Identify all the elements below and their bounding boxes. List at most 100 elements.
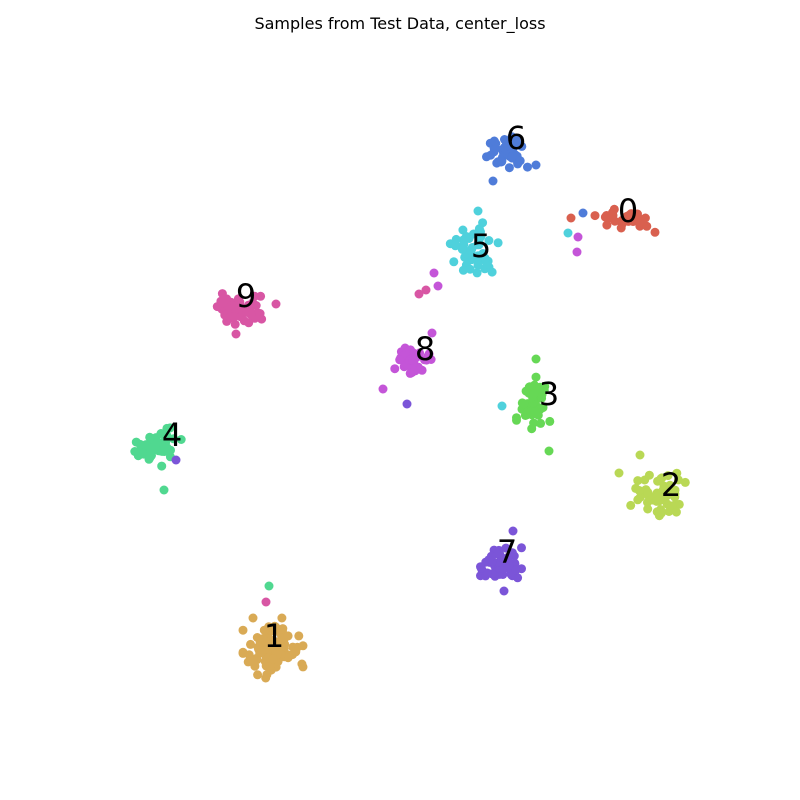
data-point-1	[259, 625, 269, 635]
data-point-5	[457, 244, 467, 254]
data-point-8	[402, 399, 412, 409]
data-point-4	[156, 429, 166, 438]
data-point-2	[640, 475, 650, 485]
data-point-9	[230, 319, 240, 329]
data-point-2	[643, 487, 653, 497]
data-point-0	[590, 211, 600, 221]
data-point-2	[614, 468, 624, 478]
data-point-0	[642, 221, 652, 231]
data-point-4	[160, 447, 169, 456]
data-point-7	[501, 543, 511, 553]
data-point-6	[508, 151, 517, 161]
points-layer	[130, 132, 690, 683]
data-point-3	[529, 418, 539, 428]
data-point-6	[500, 135, 509, 144]
cluster-labels-layer: 0 1 2 3 4 5 6 7 8 9	[162, 119, 681, 655]
data-point-8	[378, 384, 388, 394]
data-point-9	[271, 299, 281, 309]
data-point-4	[161, 434, 171, 444]
data-point-3	[531, 354, 541, 364]
data-point-9	[231, 329, 241, 339]
data-point-7	[511, 565, 521, 575]
data-point-2	[633, 476, 643, 486]
data-point-2	[643, 504, 653, 514]
data-point-1	[261, 673, 271, 683]
data-point-8	[405, 368, 415, 378]
data-point-7	[499, 586, 509, 596]
data-point-6	[504, 163, 514, 173]
data-point-5	[476, 232, 486, 242]
data-point-7	[486, 551, 496, 561]
data-point-9	[244, 318, 254, 328]
data-point-1	[269, 625, 279, 635]
data-point-1	[283, 631, 293, 641]
data-point-8	[420, 355, 429, 365]
data-point-9	[229, 312, 239, 322]
data-point-3	[529, 389, 539, 399]
data-point-5	[458, 265, 468, 275]
data-point-4	[157, 461, 167, 471]
data-point-3	[545, 416, 555, 426]
data-point-2	[673, 475, 683, 485]
data-point-4	[144, 454, 154, 464]
cluster-label-4: 4	[162, 416, 182, 454]
data-point-9	[250, 291, 260, 301]
cluster-label-7: 7	[497, 533, 517, 571]
data-point-3	[531, 372, 541, 382]
data-point-0	[650, 227, 660, 237]
data-point-3	[536, 418, 546, 428]
data-point-5	[473, 260, 483, 270]
data-point-2	[670, 489, 680, 499]
data-point-9	[251, 301, 261, 310]
data-point-5	[473, 206, 483, 216]
data-point-8	[395, 355, 405, 365]
data-point-5	[466, 245, 476, 255]
data-point-5	[465, 264, 475, 274]
chart-title: Samples from Test Data, center_loss	[254, 14, 545, 34]
data-point-2	[652, 496, 662, 506]
data-point-6	[531, 160, 541, 170]
data-point-0	[563, 228, 573, 238]
data-point-5	[474, 224, 484, 234]
data-point-2	[634, 486, 644, 495]
data-point-2	[635, 492, 645, 502]
data-point-4	[171, 455, 181, 465]
data-point-1	[244, 650, 254, 660]
data-point-0	[573, 232, 583, 242]
cluster-label-1: 1	[264, 617, 284, 655]
data-point-6	[491, 143, 501, 153]
data-point-5	[493, 238, 503, 248]
cluster-label-2: 2	[661, 466, 681, 504]
data-point-5	[421, 285, 431, 295]
data-point-2	[680, 477, 690, 487]
data-point-1	[274, 638, 284, 648]
data-point-0	[578, 208, 588, 218]
data-point-2	[662, 491, 672, 501]
cluster-label-3: 3	[539, 375, 559, 413]
data-point-4	[146, 443, 155, 453]
data-point-6	[523, 162, 532, 172]
data-point-7	[476, 563, 486, 573]
data-point-1	[248, 613, 258, 623]
data-point-2	[674, 499, 684, 509]
data-point-1	[294, 631, 304, 641]
data-point-4	[169, 434, 179, 444]
data-point-6	[488, 176, 498, 186]
data-point-8	[427, 328, 437, 338]
cluster-label-5: 5	[471, 227, 491, 265]
data-point-1	[277, 613, 287, 623]
data-point-0	[572, 247, 582, 257]
data-point-3	[530, 407, 540, 417]
data-point-6	[482, 152, 491, 162]
data-point-2	[665, 480, 675, 490]
data-point-1	[261, 637, 271, 647]
data-point-0	[625, 210, 635, 220]
data-point-0	[640, 213, 650, 223]
data-point-5	[487, 267, 497, 277]
data-point-0	[566, 213, 576, 223]
data-point-2	[657, 508, 666, 518]
data-point-6	[506, 143, 516, 153]
data-point-6	[489, 136, 499, 146]
data-point-4	[153, 437, 163, 447]
data-point-2	[671, 507, 681, 517]
